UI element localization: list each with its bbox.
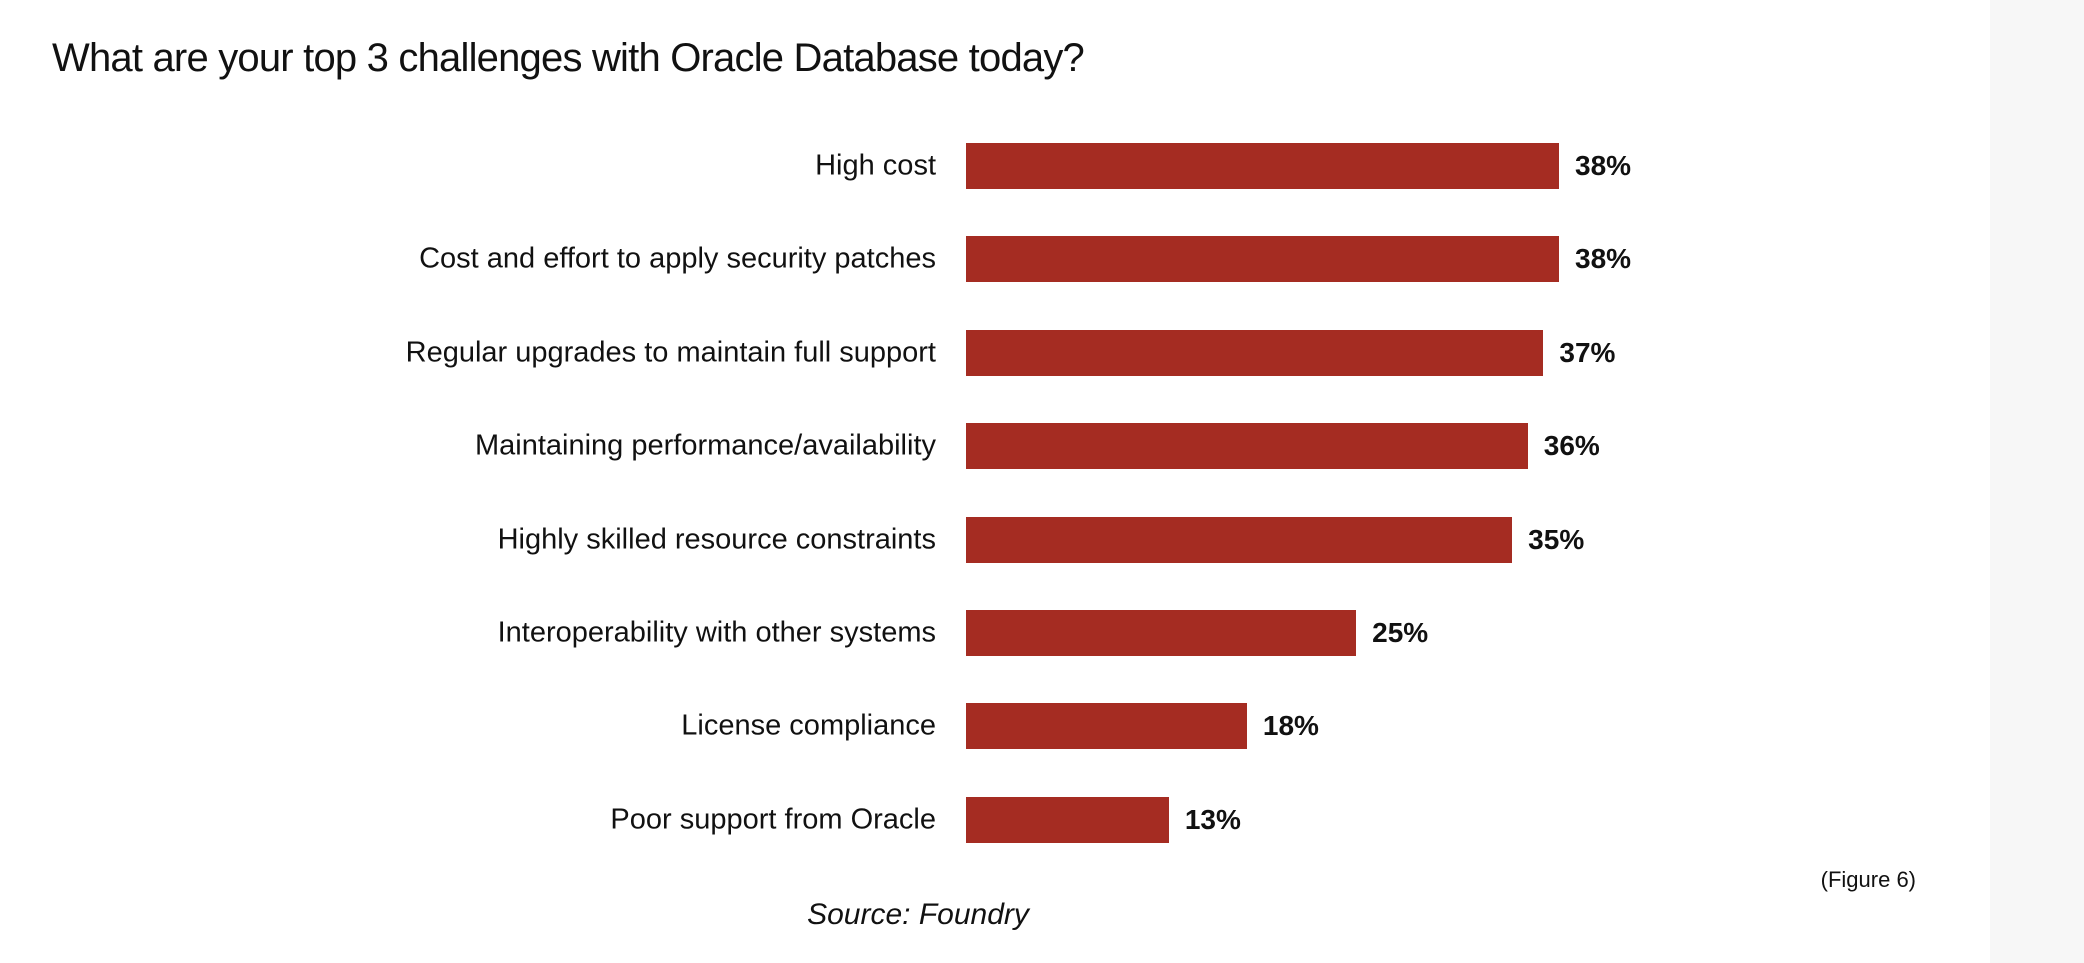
chart-title: What are your top 3 challenges with Orac…: [52, 36, 1085, 80]
bar: [966, 329, 1544, 376]
bar: [966, 143, 1559, 189]
category-label: Regular upgrades to maintain full suppor…: [405, 336, 936, 369]
figure-label: (Figure 6): [1820, 867, 1916, 892]
category-label: Poor support from Oracle: [610, 803, 936, 836]
bar: [966, 236, 1559, 283]
bar: [966, 796, 1169, 843]
data-label: 38%: [1575, 243, 1632, 275]
bar: [966, 423, 1528, 470]
source-note: Source: Foundry: [807, 898, 1029, 931]
category-label: Cost and effort to apply security patche…: [419, 242, 936, 275]
bar: [966, 703, 1247, 750]
category-label: High cost: [815, 149, 936, 182]
data-label: 37%: [1559, 336, 1616, 368]
category-label: Highly skilled resource constraints: [497, 523, 936, 556]
category-label: Interoperability with other systems: [497, 616, 936, 649]
data-label: 35%: [1528, 523, 1585, 555]
data-label: 38%: [1575, 150, 1632, 181]
category-label: License compliance: [681, 709, 936, 742]
side-panel: [1990, 0, 2084, 963]
data-label: 13%: [1184, 803, 1241, 835]
data-label: 36%: [1543, 430, 1600, 462]
data-label: 18%: [1262, 710, 1319, 742]
category-label: Maintaining performance/availability: [474, 429, 936, 462]
bar: [966, 516, 1513, 563]
data-label: 25%: [1372, 617, 1429, 648]
bar: [966, 610, 1357, 656]
